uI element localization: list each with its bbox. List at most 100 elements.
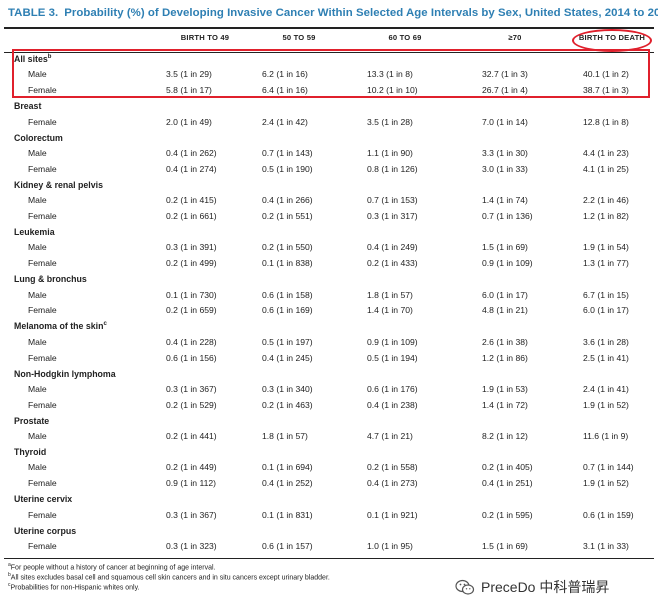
site-label: Melanoma of the skinc	[14, 321, 107, 332]
value-cell: 0.2 (1 in 558)	[367, 462, 418, 473]
site-row: Colorectum	[0, 133, 658, 148]
value-cell: 0.4 (1 in 252)	[262, 478, 313, 489]
value-cell: 1.8 (1 in 57)	[367, 289, 413, 300]
site-label: Non-Hodgkin lymphoma	[14, 368, 116, 379]
table-row: Female 0.9 (1 in 112) 0.4 (1 in 252) 0.4 (1…	[0, 478, 658, 493]
top-rule	[4, 27, 654, 29]
value-cell: 2.4 (1 in 41)	[583, 383, 629, 394]
footnote-b: bAll sites excludes basal cell and squam…	[8, 572, 330, 582]
value-cell: 6.4 (1 in 16)	[262, 85, 308, 96]
value-cell: 1.5 (1 in 69)	[482, 540, 528, 551]
sex-label: Female	[28, 116, 57, 127]
all-sites-highlight-box	[12, 49, 650, 98]
value-cell: 0.5 (1 in 194)	[367, 352, 418, 363]
table-row: Male 0.2 (1 in 441) 1.8 (1 in 57) 4.7 (1 in…	[0, 431, 658, 446]
value-cell: 11.6 (1 in 9)	[583, 431, 629, 442]
value-cell: 7.0 (1 in 14)	[482, 116, 528, 127]
value-cell: 1.0 (1 in 95)	[367, 540, 413, 551]
value-cell: 0.6 (1 in 169)	[262, 305, 313, 316]
value-cell: 4.8 (1 in 21)	[482, 305, 528, 316]
site-label: Uterine cervix	[14, 494, 73, 505]
table-row: Female 0.3 (1 in 367) 0.1 (1 in 831) 0.1 (1…	[0, 510, 658, 525]
value-cell: 0.7 (1 in 143)	[262, 147, 313, 158]
value-cell: 0.5 (1 in 197)	[262, 336, 313, 347]
value-cell: 0.2 (1 in 433)	[367, 258, 418, 269]
site-label: Leukemia	[14, 226, 55, 237]
value-cell: 0.2 (1 in 550)	[262, 242, 313, 253]
watermark: PreceDo 中科普瑞昇	[455, 577, 609, 597]
value-cell: 1.8 (1 in 57)	[262, 431, 308, 442]
table-row: Male 0.2 (1 in 449) 0.1 (1 in 694) 0.2 (1 i…	[0, 462, 658, 477]
value-cell: 0.7 (1 in 153)	[367, 195, 418, 206]
site-label: Prostate	[14, 415, 50, 426]
sex-label: Female	[28, 305, 57, 316]
value-cell: 0.6 (1 in 159)	[583, 509, 634, 520]
value-cell: 0.1 (1 in 831)	[262, 509, 313, 520]
value-cell: 3.3 (1 in 30)	[482, 147, 528, 158]
bottom-rule	[4, 558, 654, 559]
sex-label: Male	[28, 383, 47, 394]
site-row: Prostate	[0, 416, 658, 431]
table-row: Male 0.4 (1 in 228) 0.5 (1 in 197) 0.9 (1 i…	[0, 337, 658, 352]
value-cell: 6.2 (1 in 16)	[262, 69, 308, 80]
value-cell: 0.6 (1 in 157)	[262, 540, 313, 551]
sex-label: Male	[28, 431, 47, 442]
table-row: Male 0.4 (1 in 262) 0.7 (1 in 143) 1.1 (1 i…	[0, 148, 658, 163]
sex-label: Female	[28, 352, 57, 363]
site-row: Non-Hodgkin lymphoma	[0, 369, 658, 384]
sex-label: Male	[28, 195, 47, 206]
column-header-50-to-59: 50 TO 59	[282, 33, 316, 42]
value-cell: 32.7 (1 in 3)	[482, 69, 528, 80]
site-row: Melanoma of the skinc	[0, 321, 658, 336]
sex-label: Female	[28, 85, 57, 96]
site-label: Breast	[14, 101, 42, 112]
value-cell: 1.9 (1 in 54)	[583, 242, 629, 253]
value-cell: 0.2 (1 in 551)	[262, 211, 313, 221]
value-cell: 0.2 (1 in 659)	[166, 305, 217, 316]
value-cell: 1.4 (1 in 72)	[482, 399, 528, 410]
value-cell: 13.3 (1 in 8)	[367, 69, 413, 80]
value-cell: 0.3 (1 in 323)	[166, 540, 217, 551]
value-cell: 0.3 (1 in 367)	[166, 383, 217, 394]
site-label: Uterine corpus	[14, 525, 77, 536]
wechat-icon	[455, 579, 475, 595]
sex-label: Female	[28, 540, 57, 551]
watermark-text: PreceDo 中科普瑞昇	[481, 579, 610, 595]
site-label: Lung & bronchus	[14, 274, 87, 285]
value-cell: 0.8 (1 in 126)	[367, 163, 418, 174]
sex-label: Female	[28, 258, 57, 269]
value-cell: 2.0 (1 in 49)	[166, 116, 212, 127]
table-row: Female 0.2 (1 in 499) 0.1 (1 in 838) 0.2 (1…	[0, 258, 658, 273]
value-cell: 6.0 (1 in 17)	[583, 305, 629, 316]
table-row: Female 0.3 (1 in 323) 0.6 (1 in 157) 1.0 (1…	[0, 541, 658, 556]
header-rule	[4, 52, 654, 54]
value-cell: 0.2 (1 in 415)	[166, 195, 217, 206]
value-cell: 4.7 (1 in 21)	[367, 431, 413, 442]
value-cell: 0.1 (1 in 694)	[262, 462, 313, 473]
sex-label: Male	[28, 147, 47, 158]
table-row: Female 0.2 (1 in 659) 0.6 (1 in 169) 1.4 (1…	[0, 305, 658, 320]
column-header-birth-to-49: BIRTH TO 49	[180, 33, 230, 42]
value-cell: 3.1 (1 in 33)	[583, 540, 629, 551]
value-cell: 0.3 (1 in 340)	[262, 383, 313, 394]
sex-label: Male	[28, 289, 47, 300]
table-title-text: Probability (%) of Developing Invasive C…	[64, 6, 658, 19]
value-cell: 3.5 (1 in 29)	[166, 69, 212, 80]
footnote-c: cProbabilities for non-Hispanic whites o…	[8, 582, 140, 592]
table-row: Female 0.2 (1 in 661) 0.2 (1 in 551) 0.3 (1…	[0, 211, 658, 226]
value-cell: 40.1 (1 in 2)	[583, 69, 629, 80]
site-row: Uterine corpus	[0, 526, 658, 541]
value-cell: 0.1 (1 in 921)	[367, 509, 418, 520]
sex-label: Male	[28, 242, 47, 253]
sex-label: Female	[28, 211, 57, 221]
value-cell: 0.4 (1 in 262)	[166, 147, 217, 158]
value-cell: 1.1 (1 in 90)	[367, 147, 413, 158]
table-row: Female 0.6 (1 in 156) 0.4 (1 in 245) 0.5 (1…	[0, 353, 658, 368]
value-cell: 0.2 (1 in 441)	[166, 431, 217, 442]
value-cell: 0.6 (1 in 158)	[262, 289, 313, 300]
value-cell: 0.4 (1 in 249)	[367, 242, 418, 253]
value-cell: 0.4 (1 in 273)	[367, 478, 418, 489]
site-label: Thyroid	[14, 447, 47, 457]
site-label: Kidney & renal pelvis	[14, 179, 103, 190]
site-label: Colorectum	[14, 132, 63, 143]
